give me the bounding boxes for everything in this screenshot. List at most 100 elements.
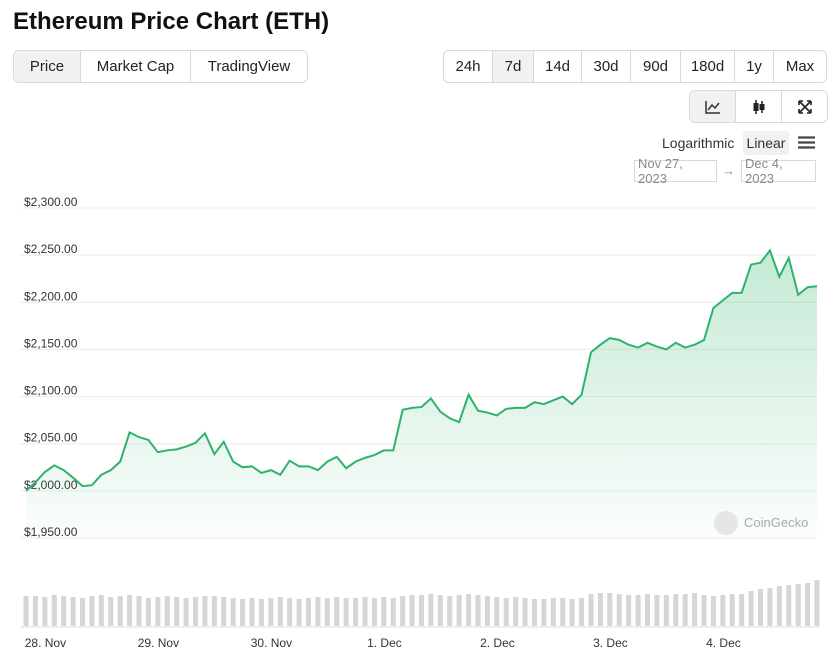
tab[interactable]: Price — [14, 51, 81, 82]
volume-bar — [682, 594, 688, 626]
volume-bar — [814, 580, 820, 626]
range-button[interactable]: 14d — [534, 51, 582, 82]
x-tick-label: 4. Dec — [706, 636, 741, 649]
volume-bar — [80, 598, 85, 626]
x-tick-label: 2. Dec — [480, 636, 515, 649]
volume-bar — [607, 593, 613, 626]
volume-bar — [183, 598, 189, 626]
line-icon — [704, 100, 720, 114]
volume-bar — [635, 595, 641, 626]
volume-bar — [23, 596, 29, 626]
line-chart-button[interactable] — [690, 91, 736, 122]
volume-bar — [513, 597, 519, 626]
volume-bar — [211, 596, 217, 626]
volume-bar — [249, 598, 255, 626]
volume-bar — [145, 598, 151, 626]
x-tick-label: 30. Nov — [251, 636, 292, 649]
tab[interactable]: Market Cap — [81, 51, 191, 82]
fullscreen-button[interactable] — [782, 91, 827, 122]
volume-bar — [673, 594, 679, 626]
range-button[interactable]: 180d — [681, 51, 735, 82]
y-tick-label: $2,250.00 — [24, 242, 78, 256]
volume-bar — [720, 595, 726, 626]
volume-bar — [98, 595, 104, 626]
volume-bar — [221, 597, 227, 626]
volume-bar — [371, 598, 377, 626]
x-tick-label: 3. Dec — [593, 636, 628, 649]
y-tick-label: $2,200.00 — [24, 289, 78, 303]
volume-bar — [739, 594, 745, 626]
volume-bar — [560, 598, 566, 626]
y-tick-label: $2,150.00 — [24, 336, 78, 350]
volume-bar — [428, 594, 434, 626]
volume-bar — [240, 599, 246, 626]
y-tick-label: $2,100.00 — [24, 384, 78, 398]
volume-bar — [786, 585, 792, 626]
volume-bar — [202, 596, 208, 626]
volume-bar — [174, 597, 180, 626]
volume-bar — [419, 595, 424, 626]
volume-bar — [42, 597, 48, 626]
volume-bar — [287, 598, 293, 626]
volume-bar — [710, 596, 716, 626]
volume-bar — [230, 598, 236, 626]
volume-bar — [353, 598, 359, 626]
y-tick-label: $2,050.00 — [24, 431, 78, 445]
volume-bar — [466, 594, 472, 626]
candle-chart-button[interactable] — [736, 91, 782, 122]
range-button[interactable]: 24h — [444, 51, 493, 82]
log-option[interactable]: Logarithmic — [662, 135, 735, 151]
volume-bar — [400, 596, 406, 626]
volume-bar — [579, 598, 585, 626]
volume-bar — [626, 595, 632, 626]
volume-bar — [503, 598, 509, 626]
volume-bar — [494, 597, 500, 626]
volume-bar — [61, 596, 67, 626]
linear-option[interactable]: Linear — [743, 131, 789, 155]
x-tick-label: 1. Dec — [367, 636, 402, 649]
volume-bar — [569, 599, 575, 626]
volume-bar — [381, 597, 387, 626]
menu-icon[interactable] — [798, 136, 815, 149]
volume-bar — [155, 597, 161, 626]
volume-bar — [456, 595, 462, 626]
volume-bar — [541, 599, 547, 626]
volume-bar — [164, 596, 170, 626]
volume-bar — [645, 594, 650, 626]
volume-bar — [306, 598, 311, 626]
volume-bar — [532, 599, 537, 626]
volume-bar — [692, 593, 698, 626]
volume-bar — [117, 596, 123, 626]
volume-bar — [522, 598, 528, 626]
price-line — [25, 248, 818, 492]
page-title: Ethereum Price Chart (ETH) — [13, 8, 330, 35]
volume-bar — [136, 596, 142, 626]
volume-bar — [127, 595, 133, 626]
volume-bar — [748, 591, 754, 626]
volume-bar — [343, 598, 349, 626]
volume-bar — [258, 599, 264, 626]
volume-bar — [776, 586, 782, 626]
volume-bar — [390, 598, 396, 626]
volume-bar — [447, 596, 453, 626]
volume-bar — [758, 589, 763, 626]
volume-bar — [334, 597, 340, 626]
volume-bar — [51, 595, 57, 626]
range-button[interactable]: 1y — [735, 51, 774, 82]
volume-bar — [805, 583, 811, 626]
volume-bar — [324, 598, 330, 626]
date-arrow: → — [722, 163, 735, 178]
volume-bar — [588, 594, 594, 626]
volume-bar — [268, 598, 274, 626]
range-button[interactable]: Max — [785, 58, 815, 75]
tab[interactable]: TradingView — [207, 58, 291, 75]
volume-bar — [597, 593, 603, 626]
range-button[interactable]: 90d — [631, 51, 681, 82]
range-button[interactable]: 7d — [493, 51, 534, 82]
watermark: CoinGecko — [744, 515, 808, 530]
y-tick-label: $2,300.00 — [24, 195, 78, 209]
range-button[interactable]: 30d — [582, 51, 631, 82]
volume-bar — [89, 596, 95, 626]
